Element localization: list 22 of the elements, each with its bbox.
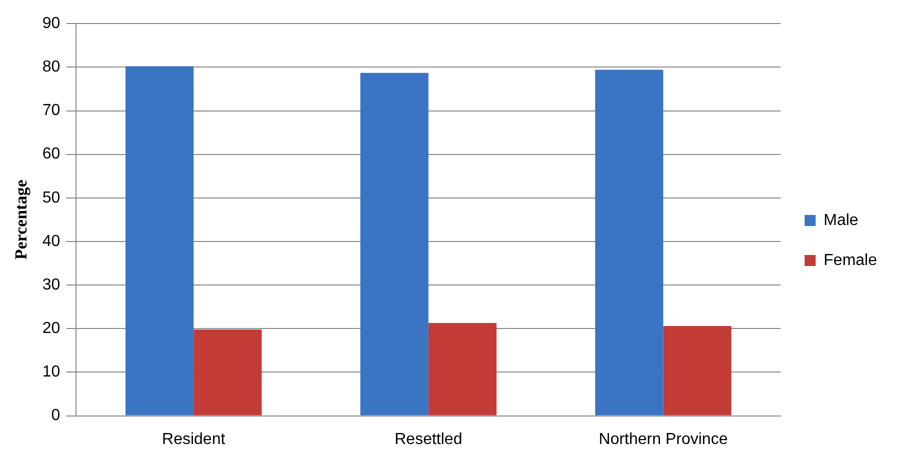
y-tick-label: 40 bbox=[42, 232, 60, 250]
y-tick-label: 70 bbox=[42, 102, 60, 120]
bar bbox=[595, 70, 664, 416]
x-tick-label: Northern Province bbox=[598, 430, 728, 448]
y-tick-label: 60 bbox=[42, 146, 60, 163]
bar bbox=[360, 72, 428, 416]
y-tick-label: 10 bbox=[42, 364, 60, 381]
y-tick-label: 80 bbox=[42, 58, 60, 76]
y-tick-label: 20 bbox=[42, 320, 60, 338]
y-tick-label: 0 bbox=[51, 407, 60, 424]
x-tick-label: Resettled bbox=[394, 430, 462, 448]
x-tick-label: Resident bbox=[162, 430, 226, 448]
y-axis-title: Percentage bbox=[12, 179, 31, 260]
bar bbox=[126, 66, 194, 416]
legend-label: Male bbox=[824, 212, 858, 229]
bar bbox=[663, 326, 732, 416]
bar bbox=[428, 322, 497, 416]
y-tick-label: 50 bbox=[42, 189, 60, 206]
y-tick-label: 90 bbox=[42, 15, 60, 32]
legend-label: Female bbox=[824, 252, 878, 269]
y-tick-label: 30 bbox=[42, 276, 60, 294]
bar bbox=[194, 330, 262, 416]
